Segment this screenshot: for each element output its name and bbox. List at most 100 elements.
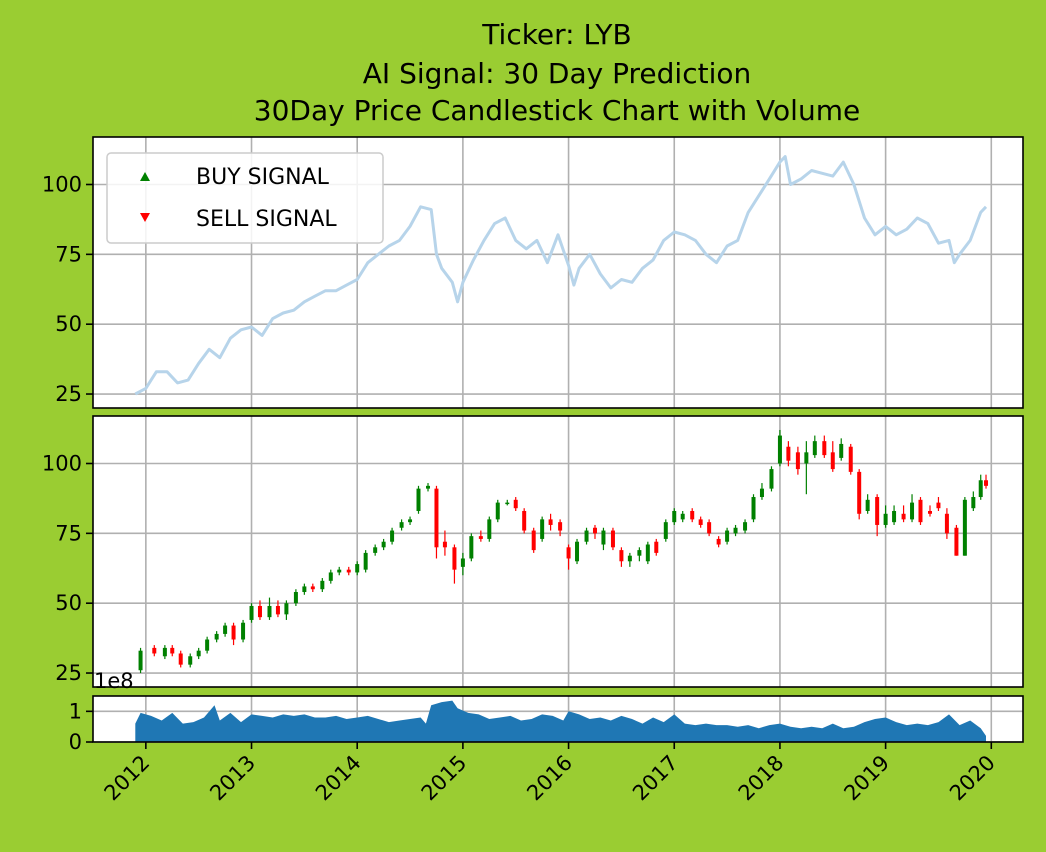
candle-body [575,541,580,562]
title-line-1: Ticker: LYB [481,18,631,51]
candle-body [725,530,730,542]
candle-body [531,530,536,551]
candle-body [751,497,756,520]
candle [170,645,175,657]
candle [426,483,431,492]
x-tick-label: 2013 [205,751,260,806]
candle-body [875,497,880,525]
candle-body [918,499,923,523]
candle-body [954,527,959,556]
candle-body [363,552,368,570]
candle-body [205,639,210,651]
candle-body [892,510,897,523]
candle-body [592,527,597,534]
candle [469,533,474,562]
y-tick-label-price-panel: 25 [55,382,82,406]
candle-body [469,536,474,559]
candle-body [857,471,862,514]
candle [645,541,650,565]
legend-label-sell: SELL SIGNAL [196,207,337,232]
candle [188,653,193,668]
candle [936,497,941,511]
candle [575,538,580,565]
candle [822,435,827,458]
x-tick-label: 2012 [100,751,155,806]
candle-body [293,592,298,604]
candle-body [795,452,800,470]
candlestick-panel: 25 50 75 100 [42,415,1024,688]
candle [390,527,395,545]
candle-body [865,499,870,511]
candle-body [769,469,774,489]
candle [663,519,668,542]
candle-body [848,446,853,472]
candle [267,597,272,620]
candle [548,513,553,531]
candle-body [267,605,272,618]
candle-body [505,502,510,505]
candle [408,516,413,525]
candle-body [460,558,465,567]
candle-body [426,485,431,489]
candle-body [373,547,378,553]
candle [302,583,307,595]
candle [812,435,817,458]
candle-body [152,647,157,654]
candle [373,544,378,556]
candle-body [707,522,712,534]
candle-body [328,572,333,581]
candle [513,497,518,511]
candle [584,527,589,545]
candle-body [241,622,246,640]
y-tick-label-candle-panel: 100 [42,451,82,475]
candle-body [320,580,325,590]
candle [978,474,983,500]
candle [540,516,545,542]
x-tick-label: 2020 [945,751,1000,806]
candle-body [434,488,439,548]
candle [275,600,280,618]
candle-body [759,488,764,498]
candle [178,650,183,668]
candle [328,569,333,584]
candle [452,544,457,584]
candle-body [188,656,193,665]
price-line-panel: 25 50 75 100 BUY SIGNAL SELL SIGNAL [42,136,1024,409]
candle-body [478,536,483,539]
candle [751,494,756,523]
candle-body [654,541,659,553]
candle-body [777,435,782,464]
candle [971,491,976,511]
candle-body [381,541,386,548]
candle [690,508,695,523]
candle [257,600,262,620]
volume-area [135,700,987,742]
candle-body [830,452,835,470]
candle [531,527,536,553]
candle-body [944,513,949,534]
candle [698,516,703,528]
candle [442,530,447,556]
candle-body [822,441,827,456]
candle-body [284,603,289,615]
candle [627,552,632,567]
candle [962,497,967,556]
candle [214,631,219,643]
candle-body [223,625,228,634]
candle-body [733,527,738,534]
candle-body [214,633,219,640]
candle-body [839,443,844,458]
candle-body [812,441,817,456]
title-line-2: AI Signal: 30 Day Prediction [363,57,751,90]
candle-body [804,452,809,464]
candle [830,441,835,472]
legend-label-buy: BUY SIGNAL [196,165,330,190]
candle-body [663,522,668,539]
candle [892,505,897,525]
candle [619,547,624,567]
candle-body [513,499,518,509]
candle-body [442,541,447,548]
candle-body [170,647,175,654]
candle-body [984,480,989,486]
candle [495,499,500,523]
